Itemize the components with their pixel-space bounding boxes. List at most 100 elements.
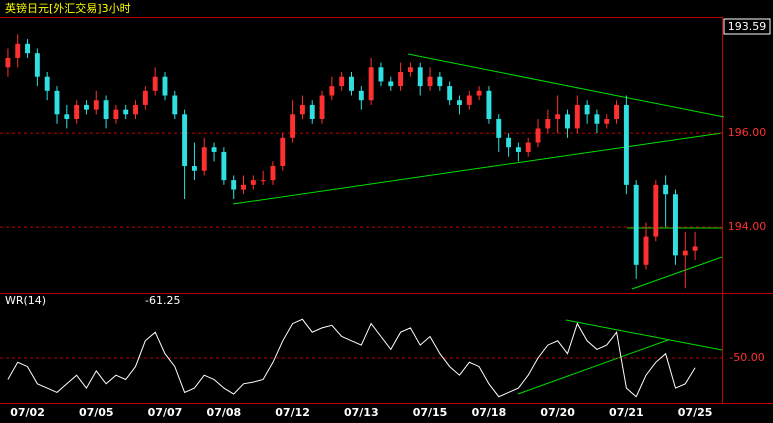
candle-body bbox=[64, 114, 70, 120]
candle-body bbox=[525, 142, 531, 152]
candle-body bbox=[260, 180, 266, 182]
x-tick-label: 07/07 bbox=[148, 406, 183, 419]
candle-body bbox=[191, 166, 197, 171]
y-tick-label: 196.00 bbox=[728, 126, 767, 139]
candle-body bbox=[378, 67, 384, 82]
candle-body bbox=[496, 119, 502, 138]
candle-body bbox=[584, 104, 590, 115]
candle-body bbox=[535, 128, 541, 143]
candle-body bbox=[182, 114, 188, 167]
trend-lines bbox=[232, 53, 725, 395]
trend-line bbox=[232, 132, 723, 205]
candle-body bbox=[633, 184, 639, 265]
wr-line bbox=[7, 318, 696, 398]
candle-body bbox=[653, 184, 659, 237]
candle-body bbox=[623, 104, 629, 185]
candle-body bbox=[407, 67, 413, 73]
y-tick-label: -50.00 bbox=[729, 351, 764, 364]
candle-body bbox=[172, 95, 178, 115]
candle-body bbox=[309, 104, 315, 120]
x-tick-label: 07/20 bbox=[540, 406, 575, 419]
candle-body bbox=[574, 104, 580, 129]
candle-body bbox=[682, 250, 688, 256]
last-price-box bbox=[723, 18, 771, 35]
candle-body bbox=[565, 114, 570, 129]
candle-body bbox=[290, 114, 296, 138]
chart-title: 英镑日元[外汇交易]3小时 bbox=[5, 1, 131, 15]
candle-body bbox=[437, 76, 443, 87]
candle-body bbox=[329, 86, 335, 96]
candle-body bbox=[123, 109, 129, 115]
x-tick-label: 07/12 bbox=[275, 406, 310, 419]
panel-title: WR(14) bbox=[5, 294, 46, 307]
candle-body bbox=[241, 184, 246, 190]
candle-body bbox=[398, 72, 404, 87]
x-tick-label: 07/15 bbox=[413, 406, 448, 419]
candle-body bbox=[319, 95, 325, 120]
x-tick-label: 07/02 bbox=[10, 406, 45, 419]
candle-body bbox=[339, 76, 345, 87]
candle-body bbox=[506, 137, 512, 148]
candle-body bbox=[643, 236, 649, 265]
candle-body bbox=[280, 137, 286, 167]
candle-body bbox=[358, 90, 364, 101]
candle-body bbox=[476, 90, 482, 96]
candle-body bbox=[555, 114, 561, 120]
candle-body bbox=[673, 194, 678, 256]
candle-body bbox=[447, 86, 453, 101]
y-tick-label: 194.00 bbox=[728, 220, 767, 233]
candle-body bbox=[103, 100, 109, 120]
candle-body bbox=[15, 43, 21, 58]
candle-body bbox=[299, 104, 305, 115]
candle-body bbox=[417, 67, 423, 87]
x-tick-label: 07/21 bbox=[609, 406, 644, 419]
candle-body bbox=[211, 147, 217, 152]
candle-body bbox=[93, 100, 99, 110]
candle-body bbox=[604, 119, 610, 124]
candle-body bbox=[388, 81, 394, 87]
candle-body bbox=[44, 76, 50, 91]
candle-body bbox=[83, 104, 89, 110]
x-tick-label: 07/25 bbox=[678, 406, 713, 419]
candle-body bbox=[349, 76, 354, 91]
candle-body bbox=[663, 184, 669, 195]
last-price: 193.59 bbox=[728, 20, 767, 33]
candle-body bbox=[74, 104, 80, 120]
trend-line bbox=[517, 339, 669, 395]
candle-body bbox=[34, 53, 40, 77]
x-tick-label: 07/05 bbox=[79, 406, 114, 419]
candle-body bbox=[162, 76, 168, 96]
candle-body bbox=[515, 147, 521, 152]
candle-body bbox=[614, 104, 620, 120]
candle-body bbox=[113, 109, 119, 120]
candle-body bbox=[201, 147, 207, 171]
candle-body bbox=[231, 180, 237, 190]
candle-body bbox=[5, 57, 11, 68]
candle-body bbox=[133, 104, 138, 115]
candle-body bbox=[594, 114, 600, 124]
candle-body bbox=[54, 90, 60, 115]
candle-body bbox=[221, 151, 227, 181]
candle-body bbox=[427, 76, 433, 87]
last-value: -61.25 bbox=[145, 294, 180, 307]
candle-body bbox=[152, 76, 158, 91]
x-tick-label: 07/08 bbox=[207, 406, 242, 419]
trend-line bbox=[631, 256, 723, 290]
candle-body bbox=[692, 246, 698, 251]
candle-body bbox=[25, 43, 30, 54]
candle-body bbox=[457, 100, 462, 105]
candle-body bbox=[466, 95, 472, 105]
trend-line bbox=[407, 53, 725, 118]
trend-line bbox=[565, 319, 723, 351]
x-tick-label: 07/13 bbox=[344, 406, 379, 419]
candle-body bbox=[142, 90, 148, 105]
x-tick-label: 07/18 bbox=[472, 406, 507, 419]
candle-body bbox=[486, 90, 492, 120]
candle-body bbox=[250, 180, 256, 185]
candle-body bbox=[270, 166, 276, 181]
candle-body bbox=[545, 119, 551, 129]
candle-body bbox=[368, 67, 374, 101]
